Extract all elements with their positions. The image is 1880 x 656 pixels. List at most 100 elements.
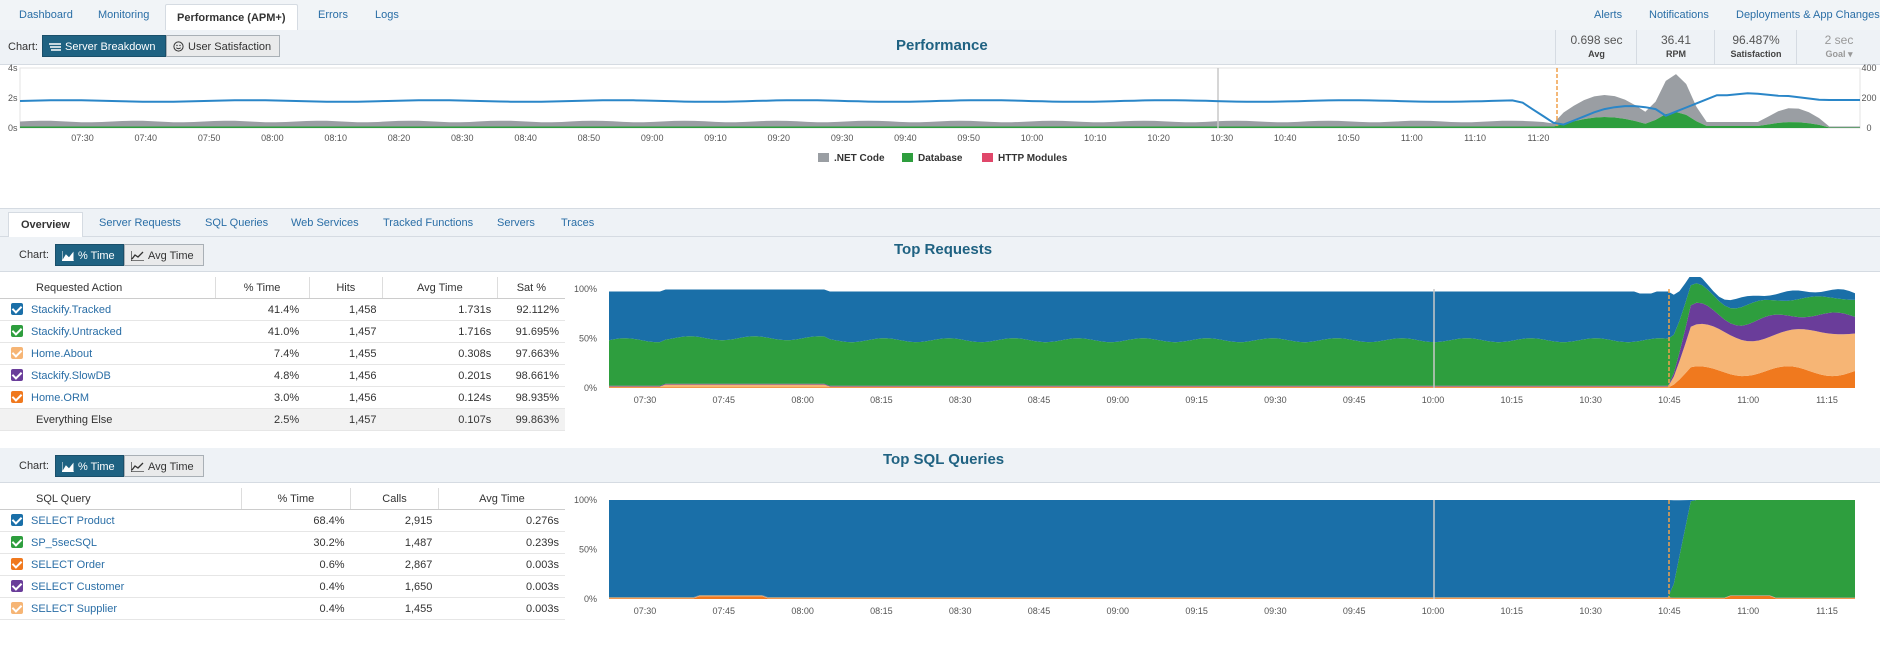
sql-avg-time: 0.003s xyxy=(438,553,565,576)
requests-pct-time-button[interactable]: % Time xyxy=(55,244,124,266)
series-checkbox[interactable] xyxy=(11,536,23,548)
x-tick-label: 08:30 xyxy=(949,395,972,405)
tab-traces[interactable]: Traces xyxy=(561,217,595,229)
alerts-link[interactable]: Alerts xyxy=(1594,9,1623,21)
sql-query-name[interactable]: SELECT Supplier xyxy=(31,603,118,615)
sql-row[interactable]: SELECT Product 68.4% 2,915 0.276s xyxy=(0,509,565,532)
sql-row[interactable]: SELECT Customer 0.4% 1,650 0.003s xyxy=(0,575,565,598)
col-calls[interactable]: Calls xyxy=(350,488,439,510)
request-row[interactable]: Home.About 7.4% 1,455 0.308s 97.663% xyxy=(0,342,565,365)
series-checkbox[interactable] xyxy=(11,580,23,592)
request-name[interactable]: Home.ORM xyxy=(31,392,90,404)
x-tick-label: 11:10 xyxy=(1464,133,1486,143)
sql-pct-time-button[interactable]: % Time xyxy=(55,455,124,477)
requests-avg-time-button[interactable]: Avg Time xyxy=(124,244,204,266)
x-tick-label: 09:00 xyxy=(1107,395,1130,405)
y-tick: 100% xyxy=(574,495,597,505)
sql-pct-time: 0.4% xyxy=(241,575,351,598)
series-checkbox[interactable] xyxy=(11,347,23,359)
sql-query-name[interactable]: SELECT Order xyxy=(31,559,105,571)
top-sql-title: Top SQL Queries xyxy=(883,451,1005,468)
sql-avg-time-button[interactable]: Avg Time xyxy=(124,455,204,477)
x-tick-label: 07:30 xyxy=(634,395,657,405)
database-area xyxy=(20,112,1860,128)
request-hits: 1,455 xyxy=(309,342,383,365)
series-checkbox[interactable] xyxy=(11,303,23,315)
goal-label-wrap: Goal ▾ xyxy=(1797,49,1880,60)
sql-row[interactable]: SP_5secSQL 30.2% 1,487 0.239s xyxy=(0,531,565,554)
y-tick-right: 400 xyxy=(1861,64,1876,73)
x-tick-label: 08:00 xyxy=(791,606,814,616)
series-checkbox[interactable] xyxy=(11,558,23,570)
x-tick-label: 11:15 xyxy=(1816,606,1838,616)
tab-tracked-functions[interactable]: Tracked Functions xyxy=(383,217,474,229)
user-satisfaction-button[interactable]: User Satisfaction xyxy=(166,35,280,57)
notifications-link[interactable]: Notifications xyxy=(1649,9,1709,21)
tab-performance[interactable]: Performance (APM+) xyxy=(165,4,298,30)
request-name[interactable]: Stackify.Untracked xyxy=(31,326,122,338)
request-name[interactable]: Stackify.SlowDB xyxy=(31,370,111,382)
tab-dashboard[interactable]: Dashboard xyxy=(19,9,73,21)
tab-monitoring[interactable]: Monitoring xyxy=(98,9,150,21)
request-hits: 1,458 xyxy=(309,298,383,321)
chart-label: Chart: xyxy=(8,41,38,53)
layers-icon xyxy=(49,43,61,51)
sql-query-name[interactable]: SELECT Customer xyxy=(31,581,125,593)
x-tick-label: 10:15 xyxy=(1501,395,1524,405)
x-tick-label: 08:45 xyxy=(1028,606,1051,616)
requests-toolbar: Chart: % Time Avg Time Top Requests xyxy=(0,237,1880,272)
sql-calls: 1,487 xyxy=(350,531,439,554)
x-tick-label: 07:45 xyxy=(713,606,736,616)
request-row[interactable]: Stackify.Untracked 41.0% 1,457 1.716s 91.695… xyxy=(0,320,565,343)
request-name[interactable]: Stackify.Tracked xyxy=(31,304,112,316)
col-sql-query[interactable]: SQL Query xyxy=(0,488,242,510)
request-row[interactable]: Stackify.Tracked 41.4% 1,458 1.731s 92.112% xyxy=(0,298,565,321)
top-requests-title: Top Requests xyxy=(894,241,993,258)
request-name[interactable]: Home.About xyxy=(31,348,93,360)
series-checkbox[interactable] xyxy=(11,325,23,337)
legend-swatch xyxy=(982,153,993,162)
request-row[interactable]: Home.ORM 3.0% 1,456 0.124s 98.935% xyxy=(0,386,565,409)
tab-web-services[interactable]: Web Services xyxy=(291,217,359,229)
series-checkbox[interactable] xyxy=(11,391,23,403)
col-hits[interactable]: Hits xyxy=(309,277,384,299)
series-checkbox[interactable] xyxy=(11,602,23,614)
col-avg-time[interactable]: Avg Time xyxy=(382,277,498,299)
tab-errors[interactable]: Errors xyxy=(318,9,348,21)
request-hits: 1,456 xyxy=(309,386,383,409)
requests-avg-time-label: Avg Time xyxy=(148,250,194,262)
request-name-cell: Stackify.SlowDB xyxy=(0,364,216,387)
sql-row[interactable]: SELECT Order 0.6% 2,867 0.003s xyxy=(0,553,565,576)
x-tick-label: 11:00 xyxy=(1737,395,1759,405)
x-tick-label: 08:30 xyxy=(949,606,972,616)
request-row[interactable]: Stackify.SlowDB 4.8% 1,456 0.201s 98.661% xyxy=(0,364,565,387)
tab-sql-queries[interactable]: SQL Queries xyxy=(205,217,269,229)
col-pct-time[interactable]: % Time xyxy=(215,277,310,299)
requests-pct-time-label: % Time xyxy=(78,250,115,262)
sql-avg-time: 0.276s xyxy=(438,509,565,532)
deployments-link[interactable]: Deployments & App Changes xyxy=(1736,9,1880,21)
col-sql-pct-time[interactable]: % Time xyxy=(241,488,352,510)
col-requested-action[interactable]: Requested Action xyxy=(0,277,216,299)
series-checkbox[interactable] xyxy=(11,514,23,526)
x-tick-label: 09:30 xyxy=(1264,395,1287,405)
untracked-area xyxy=(609,283,1855,386)
tab-overview[interactable]: Overview xyxy=(8,212,83,237)
series-checkbox[interactable] xyxy=(11,369,23,381)
y-tick: 0% xyxy=(584,383,597,393)
x-tick-label: 09:15 xyxy=(1185,606,1208,616)
col-sql-avg-time[interactable]: Avg Time xyxy=(438,488,565,510)
tab-logs[interactable]: Logs xyxy=(375,9,399,21)
sql-row[interactable]: SELECT Supplier 0.4% 1,455 0.003s xyxy=(0,597,565,620)
sql-query-name[interactable]: SP_5secSQL xyxy=(31,537,98,549)
tab-servers[interactable]: Servers xyxy=(497,217,535,229)
x-tick-label: 09:30 xyxy=(831,133,854,143)
tab-server-requests[interactable]: Server Requests xyxy=(99,217,181,229)
server-breakdown-button[interactable]: Server Breakdown xyxy=(42,35,166,57)
x-tick-label: 10:30 xyxy=(1211,133,1234,143)
col-sat[interactable]: Sat % xyxy=(497,277,565,299)
goal-metric[interactable]: 2 sec Goal ▾ xyxy=(1796,30,1880,64)
sql-query-name[interactable]: SELECT Product xyxy=(31,515,115,527)
request-row[interactable]: Everything Else 2.5% 1,457 0.107s 99.863% xyxy=(0,408,565,431)
request-sat: 92.112% xyxy=(497,298,565,321)
